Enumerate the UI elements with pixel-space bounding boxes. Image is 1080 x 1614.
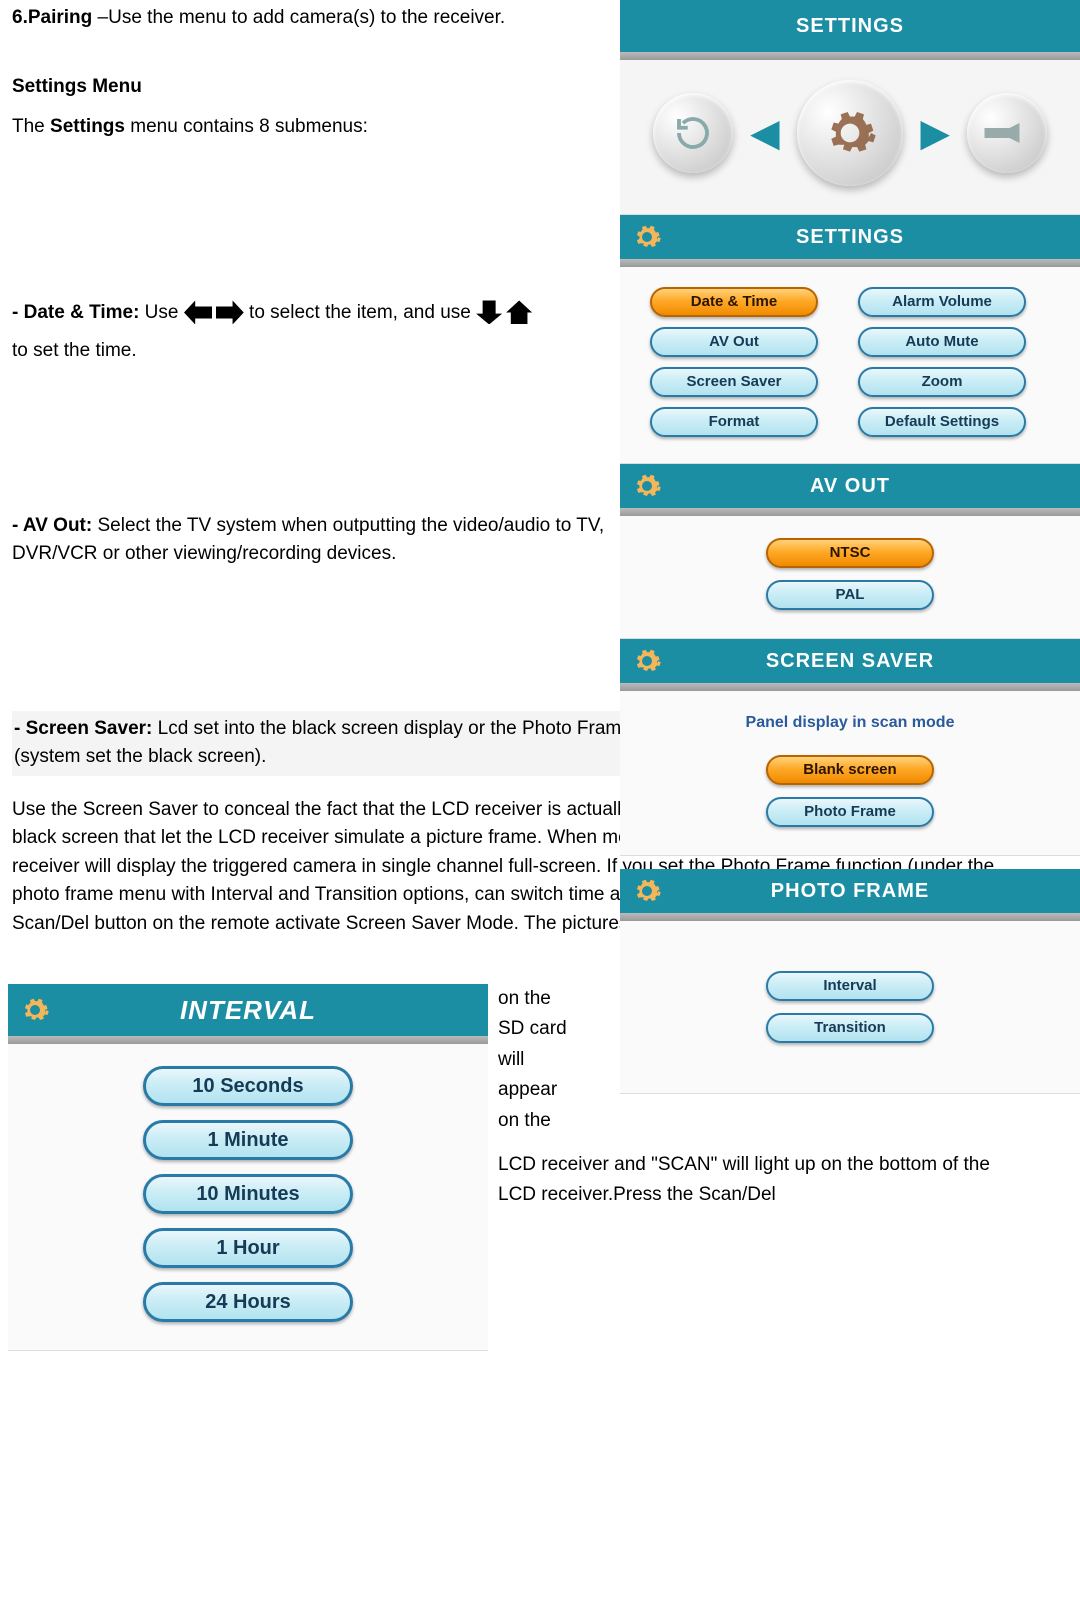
pill-1-minute[interactable]: 1 Minute [143,1120,353,1160]
down-home-icon [476,300,532,324]
dt-mid1: Use [139,302,183,323]
datetime-line: - Date & Time: Use to select the item, a… [12,294,648,370]
avout-header: AV OUT [620,464,1080,508]
tail-text: LCD receiver and "SCAN" will light up on… [498,1150,1008,1211]
screensaver-subtitle: Panel display in scan mode [630,711,1070,735]
screensaver-header: SCREEN SAVER [620,639,1080,683]
gear-badge-icon [630,220,664,254]
interval-header: INTERVAL [8,984,488,1036]
pill-format[interactable]: Format [650,407,818,437]
pill-24-hours[interactable]: 24 Hours [143,1282,353,1322]
pill-ntsc[interactable]: NTSC [766,538,934,568]
pill-interval[interactable]: Interval [766,971,934,1001]
settings-top-header: SETTINGS [620,0,1080,52]
av-rest: Select the TV system when outputting the… [12,515,604,565]
carousel-left-arrow-icon[interactable]: ◀ [751,106,779,160]
gray-bar [620,508,1080,516]
pill-transition[interactable]: Transition [766,1013,934,1043]
dt-end: to set the time. [12,340,137,361]
settings-intro-bold: Settings [50,116,125,137]
photoframe-panel: PHOTO FRAME Interval Transition [620,869,1080,1094]
photoframe-title: PHOTO FRAME [771,876,929,906]
interval-panel: INTERVAL 10 Seconds 1 Minute 10 Minutes … [8,984,488,1351]
pill-10-seconds[interactable]: 10 Seconds [143,1066,353,1106]
photoframe-header: PHOTO FRAME [620,869,1080,913]
gray-bar [620,683,1080,691]
screensaver-title: SCREEN SAVER [766,646,934,676]
settings-menu-heading: Settings Menu [12,73,648,102]
pairing-rest: –Use the menu to add camera(s) to the re… [92,7,505,28]
left-right-arrows-icon [184,300,244,324]
pill-1-hour[interactable]: 1 Hour [143,1228,353,1268]
screensaver-panel: SCREEN SAVER Panel display in scan mode … [620,639,1080,856]
gear-badge-icon [630,469,664,503]
camera-icon [982,118,1032,148]
carousel-item-camera[interactable] [967,93,1047,173]
avout-body: NTSC PAL [620,516,1080,638]
pill-pal[interactable]: PAL [766,580,934,610]
mid-words: on the SD card will appear on the [498,984,568,1136]
settings-carousel: ◀ ▶ [620,60,1080,214]
pairing-line: 6.Pairing –Use the menu to add camera(s)… [12,4,648,33]
interval-body: 10 Seconds 1 Minute 10 Minutes 1 Hour 24… [8,1044,488,1350]
gray-bar [620,52,1080,60]
settings-top-title: SETTINGS [796,11,904,41]
dt-mid2: to select the item, and use [249,302,476,323]
gear-badge-icon [630,644,664,678]
settings-list-title: SETTINGS [796,222,904,252]
settings-intro: The Settings menu contains 8 submenus: [12,113,648,142]
pill-photo-frame[interactable]: Photo Frame [766,797,934,827]
settings-list-header: SETTINGS [620,215,1080,259]
gray-bar [620,913,1080,921]
settings-intro-pre: The [12,116,50,137]
pill-default-settings[interactable]: Default Settings [858,407,1026,437]
settings-intro-post: menu contains 8 submenus: [125,116,368,137]
avout-line: - AV Out: Select the TV system when outp… [12,512,648,569]
avout-title: AV OUT [810,471,890,501]
carousel-item-refresh[interactable] [653,93,733,173]
av-bold: - AV Out: [12,515,92,536]
settings-list-body: Date & Time Alarm Volume AV Out Auto Mut… [620,267,1080,463]
pill-date-time[interactable]: Date & Time [650,287,818,317]
photoframe-body: Interval Transition [620,921,1080,1093]
pill-alarm-volume[interactable]: Alarm Volume [858,287,1026,317]
pill-auto-mute[interactable]: Auto Mute [858,327,1026,357]
refresh-icon [672,112,714,154]
pairing-bold: 6.Pairing [12,7,92,28]
avout-panel: AV OUT NTSC PAL [620,464,1080,639]
screensaver-body: Panel display in scan mode Blank screen … [620,691,1080,855]
ss-bold: - Screen Saver: [14,718,152,739]
pill-10-minutes[interactable]: 10 Minutes [143,1174,353,1214]
pill-screen-saver[interactable]: Screen Saver [650,367,818,397]
pill-zoom[interactable]: Zoom [858,367,1026,397]
carousel-right-arrow-icon[interactable]: ▶ [921,106,949,160]
gray-bar [620,259,1080,267]
carousel-item-gear[interactable] [797,80,903,186]
pill-av-out[interactable]: AV Out [650,327,818,357]
screensaver-line: - Screen Saver: Lcd set into the black s… [12,711,648,776]
dt-bold: - Date & Time: [12,302,139,323]
settings-top-panel: SETTINGS ◀ ▶ [620,0,1080,215]
pill-blank-screen[interactable]: Blank screen [766,755,934,785]
interval-title: INTERVAL [180,991,316,1030]
gear-badge-icon [630,874,664,908]
gray-bar [8,1036,488,1044]
settings-list-panel: SETTINGS Date & Time Alarm Volume AV Out… [620,215,1080,464]
gear-badge-icon [18,993,52,1027]
gear-icon [822,105,878,161]
